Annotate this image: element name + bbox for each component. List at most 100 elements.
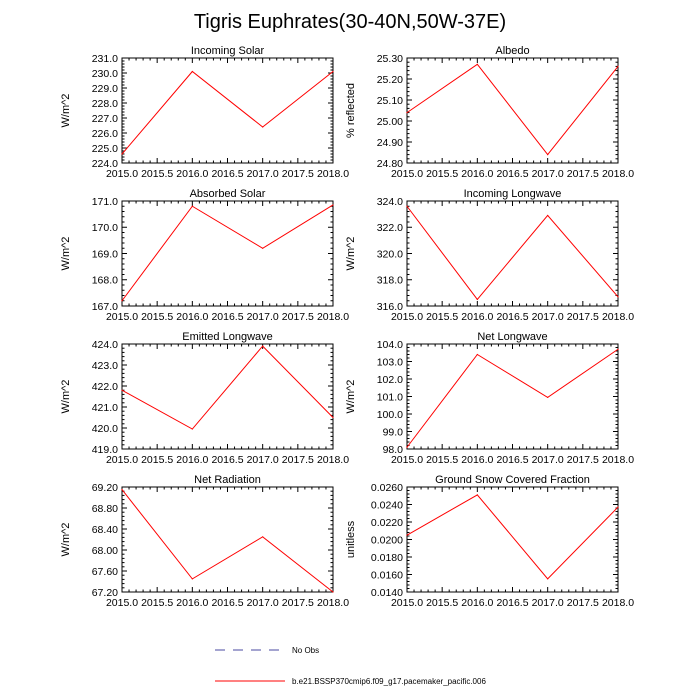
x-tick-label: 2017.0 bbox=[247, 454, 279, 466]
y-tick-label: 318.0 bbox=[377, 275, 403, 287]
x-tick-label: 2018.0 bbox=[317, 597, 349, 609]
data-point bbox=[191, 578, 193, 580]
y-tick-label: 171.0 bbox=[92, 196, 118, 208]
y-tick-label: 67.60 bbox=[92, 566, 118, 578]
x-tick-label: 2017.5 bbox=[567, 454, 599, 466]
data-point bbox=[262, 536, 264, 538]
data-point bbox=[617, 348, 619, 350]
y-tick-label: 0.0260 bbox=[371, 482, 403, 494]
plot-frame bbox=[121, 200, 334, 307]
series-line bbox=[121, 489, 334, 593]
data-point bbox=[617, 506, 619, 508]
data-point bbox=[547, 214, 549, 217]
x-tick-label: 2015.0 bbox=[391, 597, 423, 609]
y-tick-label: 229.0 bbox=[92, 83, 118, 95]
y-tick-label: 102.0 bbox=[377, 374, 403, 386]
x-tick-label: 2018.0 bbox=[317, 311, 349, 323]
y-tick-label: 101.0 bbox=[377, 391, 403, 403]
y-tick-label: 98.0 bbox=[383, 444, 404, 456]
x-tick-label: 2017.0 bbox=[532, 311, 564, 323]
plot-frame bbox=[406, 343, 619, 450]
x-tick-label: 2017.5 bbox=[282, 454, 314, 466]
x-tick-label: 2015.5 bbox=[426, 454, 458, 466]
y-tick-label: 167.0 bbox=[92, 301, 118, 313]
x-tick-label: 2018.0 bbox=[317, 454, 349, 466]
y-tick-label: 25.30 bbox=[377, 53, 403, 65]
y-tick-label: 0.0240 bbox=[371, 499, 403, 511]
x-tick-label: 2015.0 bbox=[106, 168, 138, 180]
x-tick-label: 2017.0 bbox=[532, 597, 564, 609]
x-tick-label: 2017.5 bbox=[282, 168, 314, 180]
y-tick-label: 230.0 bbox=[92, 68, 118, 80]
x-tick-label: 2016.0 bbox=[176, 311, 208, 323]
y-tick-label: 322.0 bbox=[377, 222, 403, 234]
data-point bbox=[332, 70, 334, 73]
y-tick-label: 420.0 bbox=[92, 423, 118, 435]
y-tick-label: 0.0140 bbox=[371, 587, 403, 599]
chart-panel: Net Longwave W/m^2 2015.0 2015.5 2016.0 2016.… bbox=[345, 331, 634, 466]
figure-title: Tigris Euphrates(30-40N,50W-37E) bbox=[194, 11, 506, 33]
y-tick-label: 424.0 bbox=[92, 339, 118, 351]
x-tick-label: 2017.5 bbox=[567, 311, 599, 323]
x-tick-label: 2017.0 bbox=[247, 597, 279, 609]
x-tick-label: 2017.5 bbox=[282, 597, 314, 609]
x-tick-label: 2017.0 bbox=[247, 168, 279, 180]
x-tick-label: 2015.0 bbox=[106, 454, 138, 466]
y-tick-label: 423.0 bbox=[92, 360, 118, 372]
x-tick-label: 2015.5 bbox=[141, 454, 173, 466]
data-point bbox=[406, 205, 408, 207]
data-point bbox=[191, 428, 193, 430]
data-point bbox=[121, 489, 123, 491]
data-point bbox=[406, 112, 408, 114]
series-line bbox=[121, 70, 334, 155]
y-axis-label: unitless bbox=[345, 520, 357, 558]
y-tick-label: 422.0 bbox=[92, 381, 118, 393]
panel-title: Ground Snow Covered Fraction bbox=[435, 474, 590, 486]
y-tick-label: 25.00 bbox=[377, 116, 403, 128]
y-tick-label: 419.0 bbox=[92, 444, 118, 456]
plot-frame bbox=[121, 486, 334, 593]
y-tick-label: 68.40 bbox=[92, 524, 118, 536]
y-tick-label: 100.0 bbox=[377, 409, 403, 421]
x-tick-label: 2017.5 bbox=[567, 168, 599, 180]
series-line bbox=[121, 204, 334, 302]
x-tick-label: 2016.5 bbox=[211, 454, 243, 466]
x-tick-label: 2017.5 bbox=[282, 311, 314, 323]
panel-title: Incoming Solar bbox=[191, 45, 265, 57]
x-tick-label: 2015.0 bbox=[391, 454, 423, 466]
legend-obs-label: No Obs bbox=[292, 646, 319, 655]
data-point bbox=[262, 126, 264, 128]
y-tick-label: 0.0160 bbox=[371, 569, 403, 581]
y-axis-label: W/m^2 bbox=[60, 380, 72, 414]
y-tick-label: 228.0 bbox=[92, 98, 118, 110]
x-tick-label: 2016.0 bbox=[461, 168, 493, 180]
data-point bbox=[617, 65, 619, 67]
y-axis-label: W/m^2 bbox=[345, 237, 357, 271]
x-tick-label: 2017.0 bbox=[247, 311, 279, 323]
y-tick-label: 316.0 bbox=[377, 301, 403, 313]
data-point bbox=[547, 154, 549, 156]
y-tick-label: 421.0 bbox=[92, 402, 118, 414]
y-axis-label: W/m^2 bbox=[60, 94, 72, 128]
y-tick-label: 103.0 bbox=[377, 356, 403, 368]
plot-frame bbox=[406, 57, 619, 164]
plot-frame bbox=[406, 200, 619, 307]
y-tick-label: 324.0 bbox=[377, 196, 403, 208]
series-line bbox=[121, 345, 334, 430]
x-tick-label: 2016.0 bbox=[176, 597, 208, 609]
y-tick-label: 0.0200 bbox=[371, 534, 403, 546]
y-tick-label: 231.0 bbox=[92, 53, 118, 65]
x-tick-label: 2015.5 bbox=[426, 597, 458, 609]
data-point bbox=[406, 446, 408, 448]
y-tick-label: 69.20 bbox=[92, 482, 118, 494]
data-point bbox=[406, 534, 408, 536]
y-axis-label: % reflected bbox=[345, 83, 357, 138]
y-tick-label: 25.10 bbox=[377, 95, 403, 107]
x-tick-label: 2015.5 bbox=[141, 168, 173, 180]
data-point bbox=[617, 296, 619, 298]
panel-title: Net Radiation bbox=[194, 474, 261, 486]
x-tick-label: 2015.5 bbox=[426, 311, 458, 323]
series-line bbox=[406, 348, 619, 448]
